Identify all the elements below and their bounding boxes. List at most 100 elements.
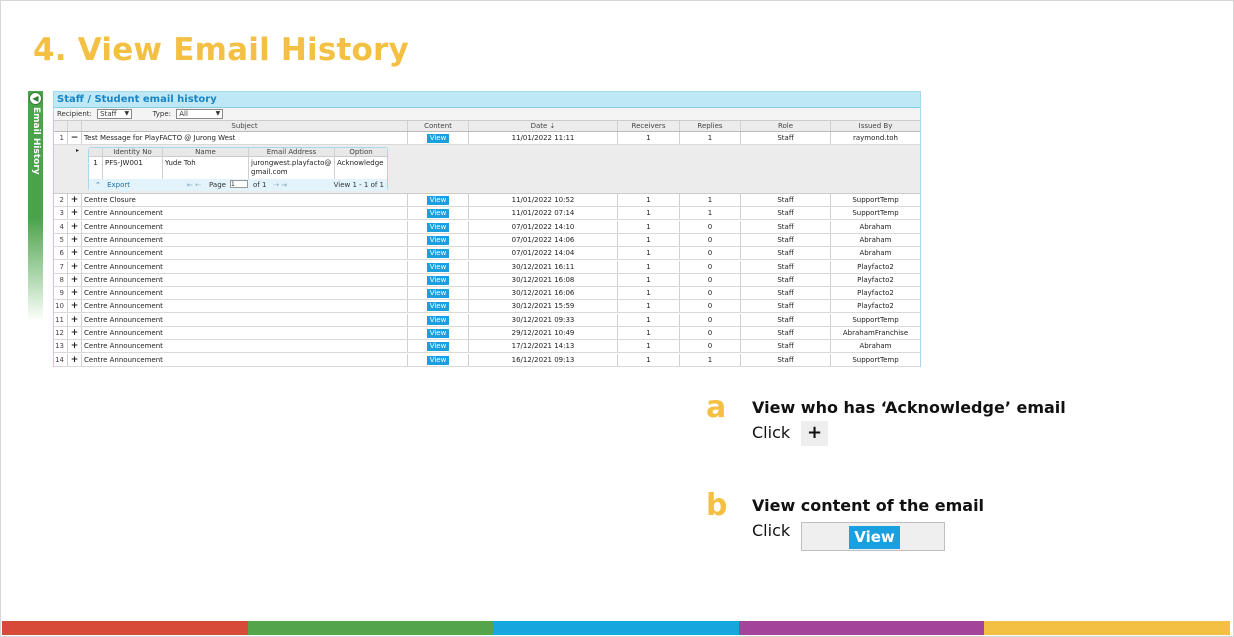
expand-plus-icon[interactable]: +: [68, 273, 82, 286]
issued-by-cell: SupportTemp: [852, 315, 899, 324]
table-row[interactable]: 8 + Centre Announcement View 30/12/2021 16:0…: [54, 273, 920, 287]
view-button[interactable]: View: [426, 329, 450, 338]
view-button[interactable]: View: [426, 315, 450, 325]
expand-plus-icon[interactable]: +: [68, 287, 82, 300]
view-button[interactable]: View: [426, 222, 450, 232]
table-row[interactable]: 5 + Centre Announcement View 07/01/2022 14:0…: [54, 233, 920, 247]
col-issued-by[interactable]: Issued By: [858, 122, 893, 130]
col-role[interactable]: Role: [741, 121, 831, 131]
row-number: 7: [54, 260, 68, 273]
col-content[interactable]: Content: [408, 121, 469, 131]
pager-next-icons[interactable]: ⇢ ⇥: [273, 181, 287, 189]
expand-plus-icon[interactable]: +: [68, 233, 82, 246]
subject-cell: Centre Announcement: [82, 353, 408, 366]
collapse-minus-icon[interactable]: −: [68, 132, 82, 144]
date-cell: 11/01/2022 10:52: [469, 194, 618, 206]
table-row[interactable]: 1− Test Message for PlayFACTO @ Jurong We…: [54, 132, 920, 145]
table-row[interactable]: 6 + Centre Announcement View 07/01/2022 14:0…: [54, 247, 920, 261]
recipient-select[interactable]: Staff ▼: [97, 109, 133, 119]
page-of: of 1: [253, 181, 267, 189]
replies-cell: 0: [680, 220, 741, 233]
date-cell: 30/12/2021 09:33: [469, 313, 618, 326]
receivers-cell: 1: [618, 207, 680, 220]
content-cell: View: [408, 207, 469, 220]
color-bar-segment: [738, 621, 985, 635]
expand-plus-icon[interactable]: +: [68, 353, 82, 366]
expand-plus-icon[interactable]: +: [68, 247, 82, 260]
content-cell: View: [408, 233, 469, 246]
subcol-name[interactable]: Name: [163, 148, 249, 156]
content-cell: View: [408, 327, 469, 339]
role-cell: Staff: [741, 260, 831, 273]
subject-cell: Centre Announcement: [82, 327, 408, 339]
table-row[interactable]: 10 + Centre Announcement View 30/12/2021 15:…: [54, 300, 920, 314]
view-button[interactable]: View: [426, 289, 450, 299]
table-row[interactable]: 12 + Centre Announcement View 29/12/2021 10:…: [54, 327, 920, 340]
subcol-identity[interactable]: Identity No: [103, 148, 163, 156]
subgrid-row[interactable]: 1 PFS-JW001 Yude Toh jurongwest.playfact…: [89, 157, 387, 179]
export-button[interactable]: ⌃ Export: [95, 181, 131, 189]
content-cell: View: [408, 220, 469, 233]
annotation-b-letter: b: [706, 488, 728, 523]
replies-cell: 0: [680, 233, 741, 246]
table-row[interactable]: 13 + Centre Announcement View 17/12/2021 14:…: [54, 340, 920, 354]
col-replies[interactable]: Replies: [680, 121, 741, 131]
table-row[interactable]: 2 + Centre Closure View 11/01/2022 10:52 1 1 St…: [54, 194, 920, 207]
row-number: 8: [54, 273, 68, 286]
table-row[interactable]: 11 + Centre Announcement View 30/12/2021 09:…: [54, 313, 920, 327]
view-button[interactable]: View: [426, 262, 450, 272]
date-cell: 30/12/2021 15:59: [469, 300, 618, 313]
row-number: 4: [54, 220, 68, 233]
table-row[interactable]: 4 + Centre Announcement View 07/01/2022 14:1…: [54, 220, 920, 234]
view-button[interactable]: View: [426, 249, 450, 259]
view-button[interactable]: View: [426, 235, 450, 245]
annotation-a-title: View who has ‘Acknowledge’ email: [752, 398, 1066, 417]
expand-plus-icon[interactable]: +: [68, 260, 82, 273]
content-cell: View: [408, 287, 469, 300]
view-button[interactable]: View: [426, 275, 450, 285]
expand-plus-icon[interactable]: +: [68, 207, 82, 220]
table-row[interactable]: 3 + Centre Announcement View 11/01/2022 07:1…: [54, 207, 920, 221]
subgrid-toggle-icon[interactable]: ▸: [76, 147, 80, 154]
content-cell: View: [408, 260, 469, 273]
type-select[interactable]: All ▼: [176, 109, 224, 119]
view-button[interactable]: View: [426, 355, 450, 365]
subject-cell: Centre Announcement: [82, 260, 408, 273]
replies-cell: 1: [680, 194, 741, 206]
color-bar-segment: [2, 621, 248, 635]
subcol-email[interactable]: Email Address: [249, 148, 335, 156]
page-input[interactable]: 1: [230, 180, 248, 188]
expand-plus-icon[interactable]: +: [68, 300, 82, 313]
subcol-option[interactable]: Option: [349, 148, 373, 156]
subject-cell: Centre Announcement: [82, 287, 408, 300]
expand-plus-icon[interactable]: +: [68, 340, 82, 353]
table-row[interactable]: 9 + Centre Announcement View 30/12/2021 16:0…: [54, 287, 920, 301]
color-bar-segment: [247, 621, 494, 635]
row-number: 6: [54, 247, 68, 260]
expand-plus-icon[interactable]: +: [68, 313, 82, 326]
col-subject[interactable]: Subject: [82, 121, 408, 131]
email-history-side-tab[interactable]: ◀ Email History: [28, 91, 43, 321]
option-value: Acknowledge: [337, 159, 384, 167]
subject-cell: Centre Closure: [82, 194, 408, 206]
view-button[interactable]: View: [426, 209, 450, 219]
col-date[interactable]: Date ⇣: [469, 121, 618, 131]
receivers-cell: 1: [618, 233, 680, 246]
col-receivers[interactable]: Receivers: [618, 121, 680, 131]
subject-cell: Centre Announcement: [82, 207, 408, 220]
table-row[interactable]: 14 + Centre Announcement View 16/12/2021 09:…: [54, 353, 920, 367]
view-button[interactable]: View: [426, 342, 450, 352]
view-button[interactable]: View: [426, 134, 450, 143]
expand-plus-icon[interactable]: +: [68, 220, 82, 233]
identity-no: PFS-JW001: [103, 157, 163, 179]
table-row[interactable]: 7 + Centre Announcement View 30/12/2021 16:1…: [54, 260, 920, 274]
collapse-arrow-icon[interactable]: ◀: [29, 92, 42, 105]
recipient-name: Yude Toh: [163, 157, 249, 179]
expand-plus-icon[interactable]: +: [68, 194, 82, 206]
view-button[interactable]: View: [426, 196, 450, 205]
expand-plus-icon[interactable]: +: [68, 327, 82, 339]
receivers-cell: 1: [618, 353, 680, 366]
view-button[interactable]: View: [426, 302, 450, 312]
issued-by-cell: Playfacto2: [857, 302, 894, 311]
pager-prev-icons[interactable]: ⇤ ⇠: [187, 181, 201, 189]
